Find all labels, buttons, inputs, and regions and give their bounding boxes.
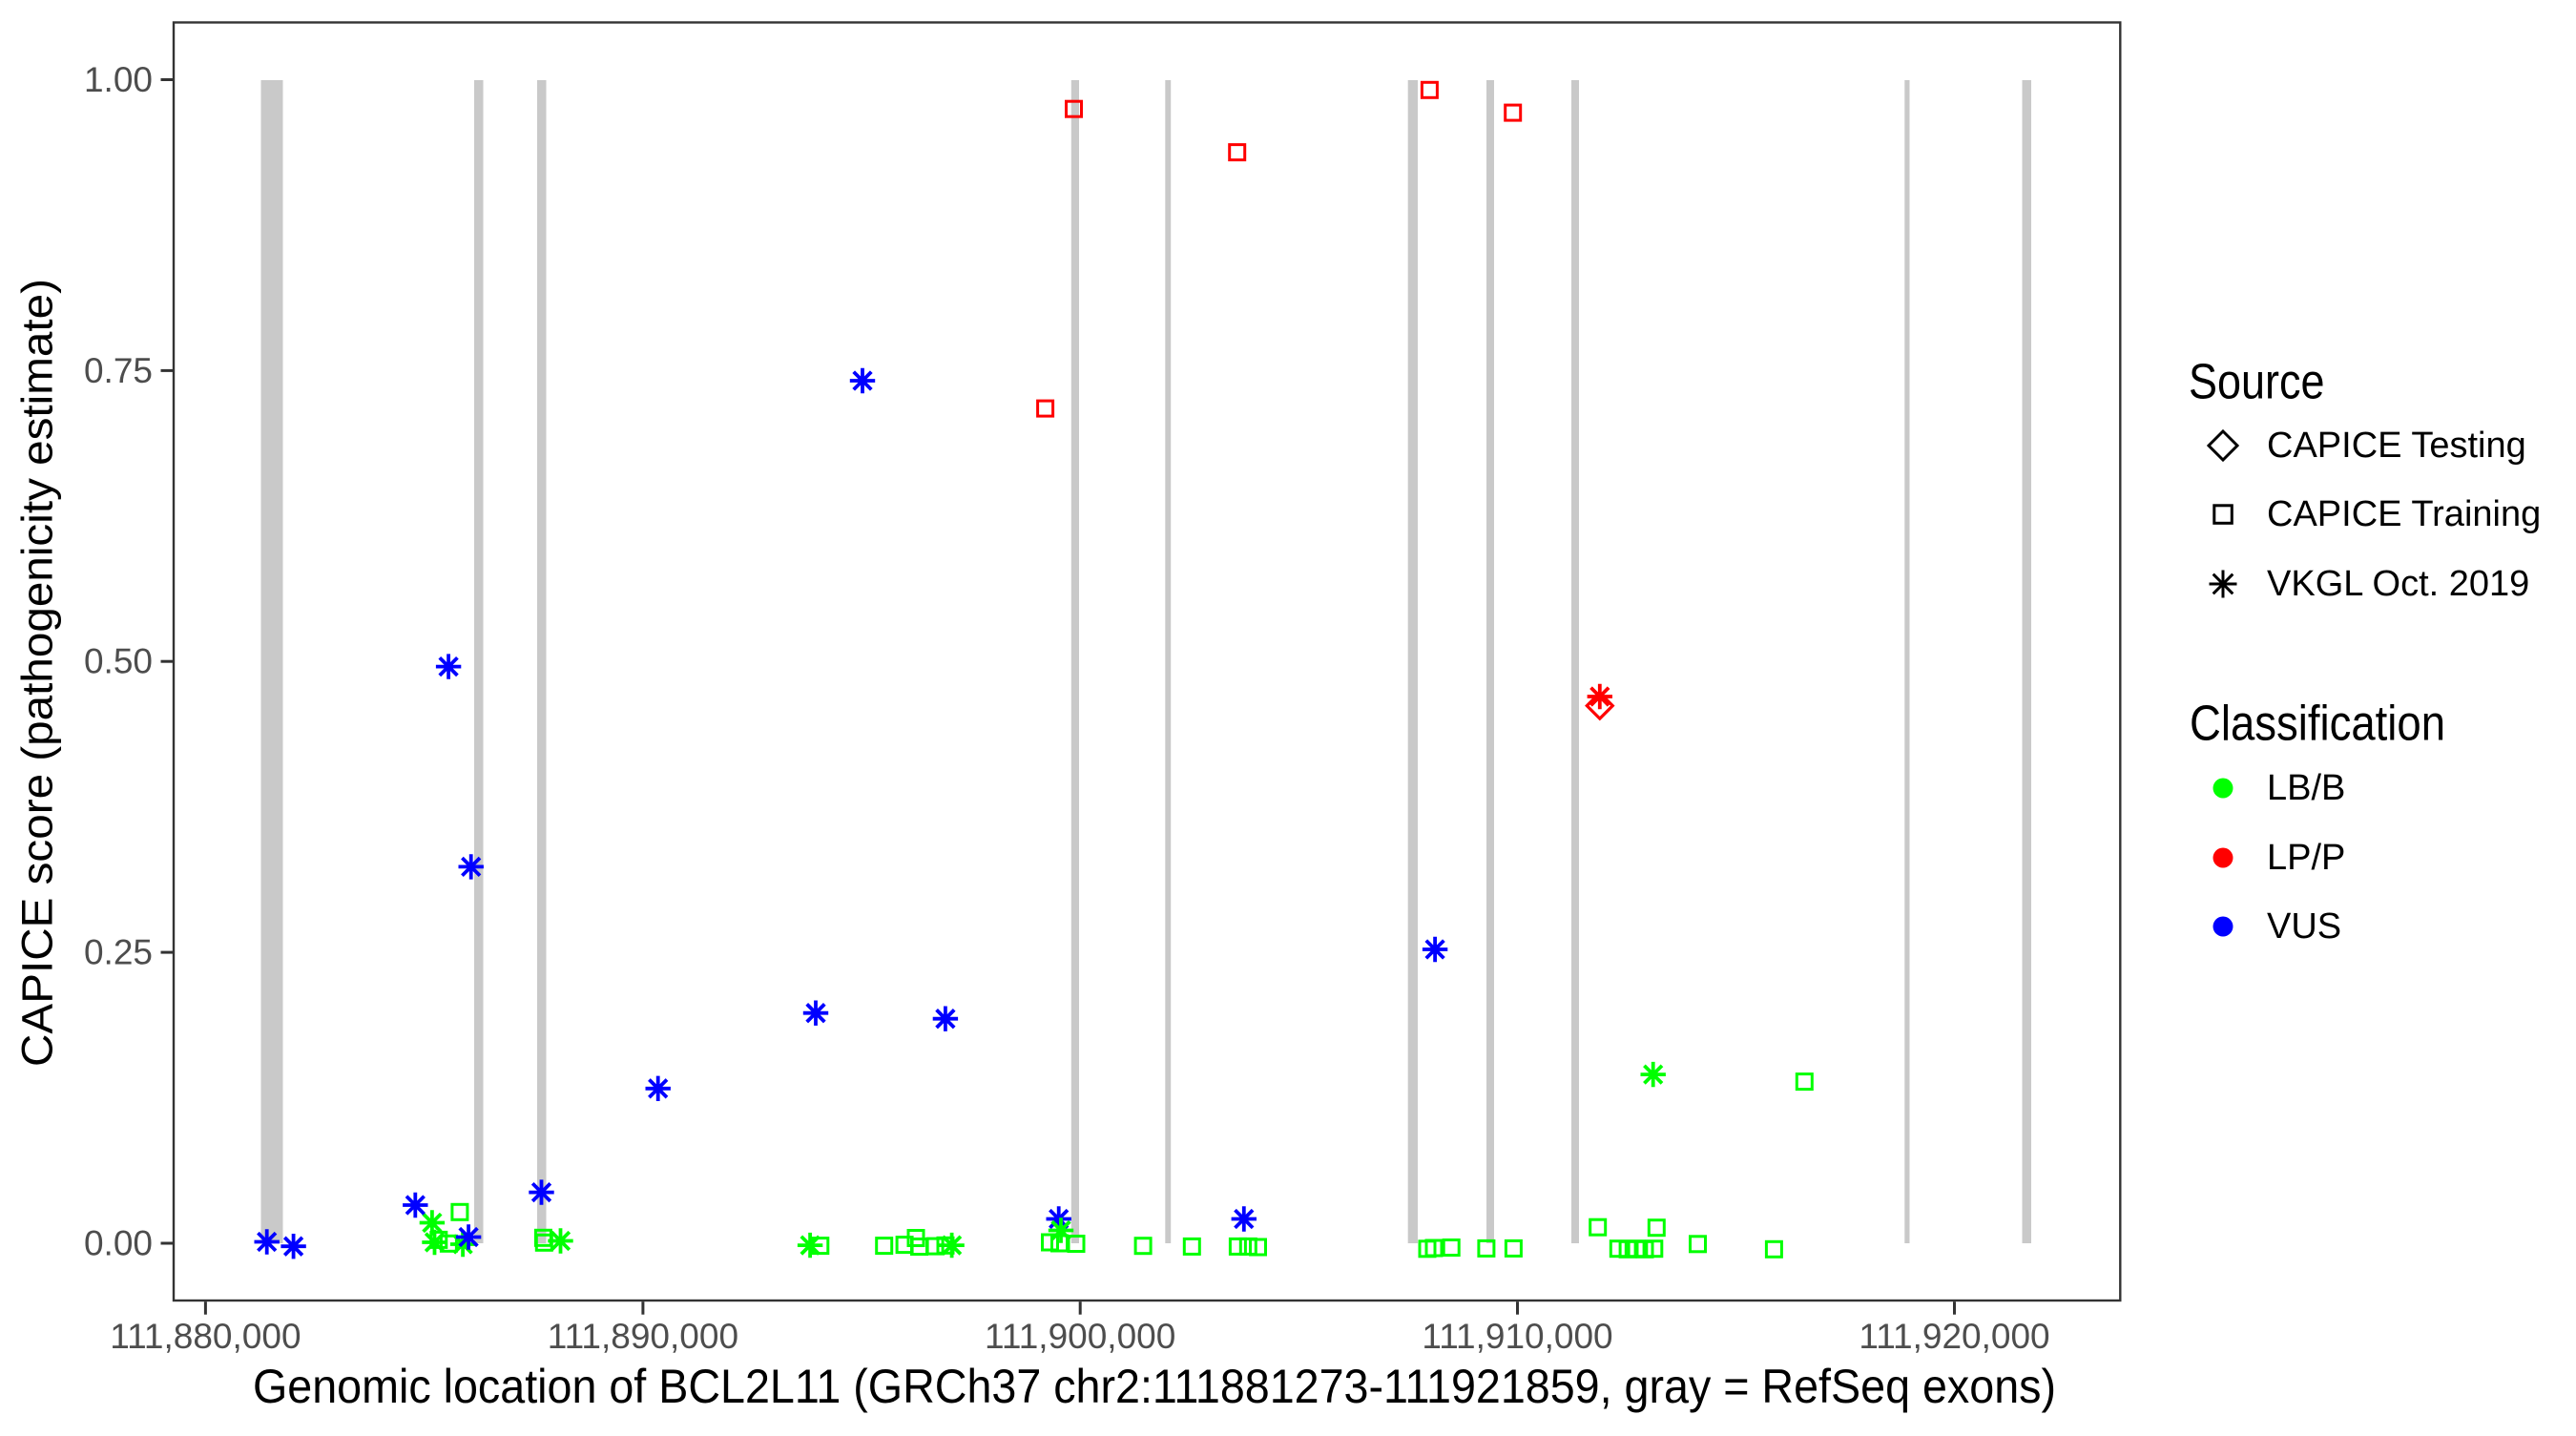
svg-text:LP/P: LP/P <box>2267 838 2345 878</box>
svg-text:111,880,000: 111,880,000 <box>110 1317 301 1356</box>
svg-text:111,920,000: 111,920,000 <box>1859 1317 2049 1356</box>
svg-text:Genomic location of BCL2L11 (G: Genomic location of BCL2L11 (GRCh37 chr2… <box>253 1360 2056 1413</box>
svg-text:Source: Source <box>2189 355 2325 410</box>
svg-text:LB/B: LB/B <box>2267 768 2345 808</box>
svg-text:111,890,000: 111,890,000 <box>548 1317 738 1356</box>
svg-text:111,900,000: 111,900,000 <box>985 1317 1175 1356</box>
svg-text:0.00: 0.00 <box>84 1224 153 1263</box>
svg-text:CAPICE Training: CAPICE Training <box>2267 494 2541 534</box>
svg-text:Classification: Classification <box>2190 697 2445 752</box>
svg-text:VKGL Oct. 2019: VKGL Oct. 2019 <box>2267 564 2529 604</box>
svg-text:0.50: 0.50 <box>84 642 153 681</box>
svg-text:CAPICE score (pathogenicity es: CAPICE score (pathogenicity estimate) <box>13 279 62 1067</box>
svg-text:CAPICE Testing: CAPICE Testing <box>2267 426 2526 466</box>
svg-text:VUS: VUS <box>2267 906 2341 947</box>
svg-text:0.75: 0.75 <box>84 351 153 390</box>
svg-text:0.25: 0.25 <box>84 933 153 972</box>
svg-text:1.00: 1.00 <box>84 60 153 99</box>
svg-text:111,910,000: 111,910,000 <box>1422 1317 1612 1356</box>
